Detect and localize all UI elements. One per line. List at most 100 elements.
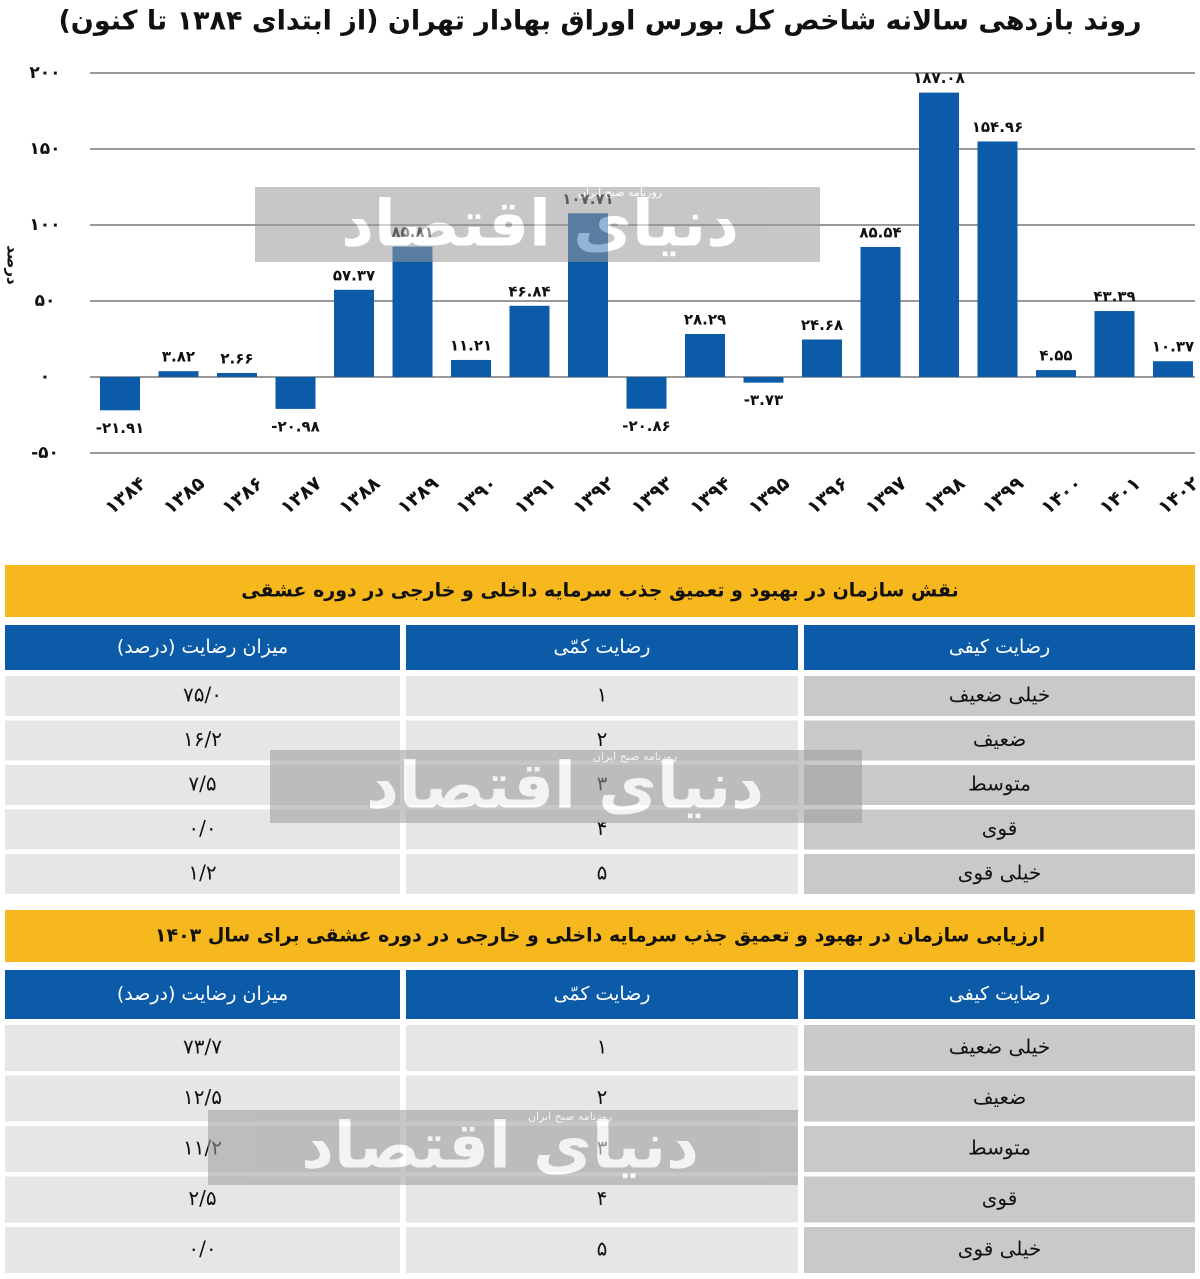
y-tick-label: ۰	[40, 367, 50, 387]
cell-text: ۱۶/۲	[183, 727, 222, 751]
cell-text: قوی	[982, 816, 1018, 840]
value-label: ۴.۵۵	[1039, 347, 1072, 365]
table-cell	[406, 1025, 798, 1071]
bar	[685, 333, 725, 377]
x-tick-label: ۱۳۸۴	[101, 472, 151, 519]
bar	[217, 372, 257, 377]
x-tick-label: ۱۳۸۸	[335, 472, 385, 519]
table-cell	[804, 765, 1195, 805]
cell-text: ضعیف	[973, 1085, 1026, 1109]
table-cell	[804, 676, 1195, 716]
table-title-band	[5, 565, 1195, 617]
table-cell	[406, 1227, 798, 1273]
x-tick-label: ۱۳۹۱	[510, 472, 560, 519]
x-tick-label: ۱۳۹۹	[978, 472, 1028, 519]
cell-text: ۷۵/۰	[183, 683, 222, 707]
header-cell	[5, 625, 400, 670]
cell-text: ۲	[597, 727, 608, 751]
table-cell	[804, 1075, 1195, 1122]
y-tick-label: ۱۵۰	[29, 139, 60, 159]
y-tick-label: ۱۰۰	[29, 215, 60, 235]
cell-text: ۰/۰	[188, 816, 216, 840]
cell-text: خیلی ضعیف	[949, 683, 1050, 707]
x-tick-label: ۱۴۰۰	[1037, 472, 1087, 519]
cell-text: قوی	[982, 1186, 1018, 1210]
watermark-tagline: روزنامه صبح ایران	[578, 186, 662, 199]
cell-text: خیلی ضعیف	[949, 1035, 1050, 1059]
bar	[977, 141, 1018, 377]
value-label: ۲.۶۶	[220, 349, 253, 367]
table-cell	[804, 1176, 1195, 1223]
value-label: ۱۸۷.۰۸	[913, 69, 964, 87]
x-tick-label: ۱۳۹۰	[452, 472, 502, 519]
watermark: دنیای اقتصاد روزنامه صبح ایران	[208, 1110, 798, 1185]
watermark-logo: دنیای اقتصاد	[341, 188, 739, 262]
watermark-tagline: روزنامه صبح ایران	[528, 1110, 612, 1123]
value-label: -۳.۷۳	[744, 391, 783, 409]
x-tick-label: ۱۳۸۷	[276, 472, 326, 519]
table-cell	[804, 809, 1195, 850]
value-label: -۲۰.۸۶	[622, 417, 671, 435]
bar	[451, 359, 491, 377]
cell-text: ۷/۵	[188, 772, 216, 796]
header-cell	[5, 970, 400, 1019]
watermark-tagline: روزنامه صبح ایران	[593, 750, 677, 763]
table-title-band	[5, 910, 1195, 962]
x-tick-label: ۱۴۰۱	[1095, 472, 1145, 519]
header-text: رضایت کیفی	[949, 983, 1050, 1005]
table-cell	[406, 676, 798, 716]
value-label: ۸۵.۵۴	[859, 223, 901, 241]
bar	[158, 371, 199, 377]
table-title: ارزیابی سازمان در بهبود و تعمیق جذب سرما…	[155, 925, 1045, 947]
cell-text: ۵	[597, 861, 608, 885]
watermark: دنیای اقتصاد روزنامه صبح ایران	[255, 186, 820, 262]
cell-text: ۱۲/۵	[183, 1085, 222, 1109]
x-tick-label: ۱۳۹۲	[569, 472, 619, 519]
x-tick-label: ۱۳۹۵	[744, 472, 794, 519]
header-text: میزان رضایت (درصد)	[117, 636, 288, 658]
header-cell	[804, 625, 1195, 670]
value-label: ۱۰.۳۷	[1152, 338, 1194, 356]
header-text: رضایت کیفی	[949, 636, 1050, 658]
x-tick-label: ۱۳۹۶	[803, 472, 853, 519]
cell-text: متوسط	[968, 772, 1031, 796]
bar	[100, 377, 140, 411]
table-cell	[5, 676, 400, 716]
x-tick-label: ۱۳۹۷	[861, 472, 911, 519]
watermark-band	[208, 1110, 798, 1185]
value-label: ۳.۸۲	[162, 348, 195, 366]
cell-text: ۲	[597, 1085, 608, 1109]
cell-text: ۰/۰	[188, 1237, 216, 1261]
value-label: ۲۸.۲۹	[684, 310, 726, 328]
header-text: میزان رضایت (درصد)	[117, 983, 288, 1005]
value-label: ۵۷.۳۷	[333, 266, 375, 284]
value-label: ۴۶.۸۴	[508, 282, 550, 300]
watermark-band	[255, 187, 820, 262]
bar	[919, 92, 959, 377]
bar	[1153, 361, 1193, 377]
cell-text: ۴	[597, 1186, 608, 1210]
y-tick-label: ۲۰۰	[29, 63, 60, 83]
value-label: -۲۰.۹۸	[271, 417, 320, 435]
header-cell	[804, 970, 1195, 1019]
value-label: ۱۱.۲۱	[450, 336, 492, 354]
x-tick-label: ۱۳۹۸	[920, 472, 970, 519]
chart-title: روند بازدهی سالانه شاخص کل بورس اوراق به…	[58, 6, 1141, 37]
watermark-band	[270, 750, 862, 823]
y-axis-label: درصد	[4, 245, 22, 285]
x-tick-label: ۱۴۰۲	[1154, 472, 1200, 519]
cell-text: ۲/۵	[188, 1186, 216, 1210]
x-tick-label: ۱۳۸۵	[159, 472, 209, 519]
table-cell	[5, 1025, 400, 1071]
bar	[860, 246, 901, 377]
header-text: رضایت کمّی	[554, 983, 651, 1005]
bar	[275, 377, 316, 409]
value-label: ۴۳.۳۹	[1093, 288, 1135, 306]
cell-text: ۱/۲	[188, 861, 216, 885]
x-tick-label: ۱۳۹۴	[686, 472, 736, 519]
y-tick-label: -۵۰	[31, 443, 59, 463]
watermark-logo: دنیای اقتصاد	[366, 750, 764, 824]
table-cell	[5, 854, 400, 894]
table-cell	[804, 1126, 1195, 1172]
y-tick-label: ۵۰	[35, 291, 56, 311]
